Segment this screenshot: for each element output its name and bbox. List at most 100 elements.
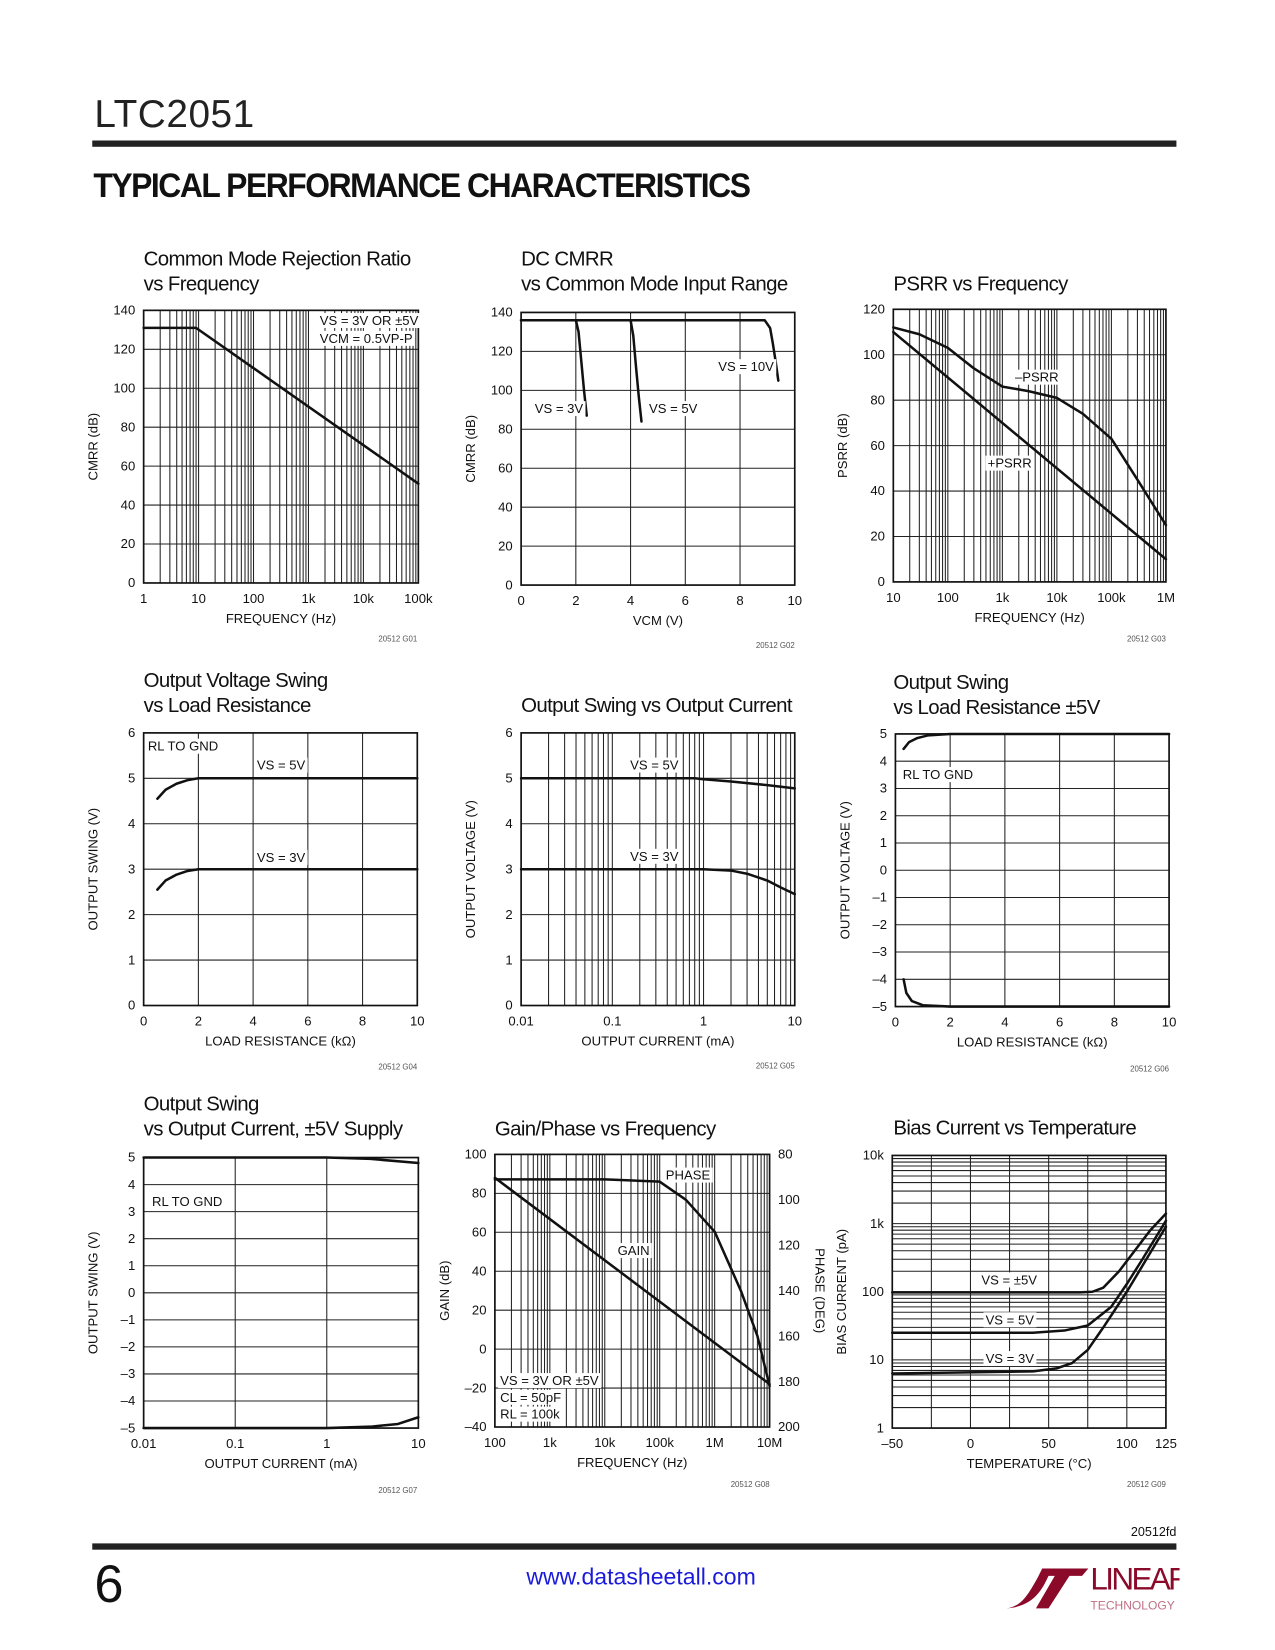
y2-tick-label: 80 [778, 1147, 793, 1162]
x-tick-label: 100 [1116, 1436, 1138, 1451]
x-axis-label: VCM (V) [633, 613, 683, 628]
y2-tick-label: 140 [778, 1283, 800, 1298]
series-line-1 [493, 1176, 771, 1386]
y-tick-label: 40 [498, 499, 513, 514]
annotation-background [145, 738, 221, 754]
annotation-background [983, 1312, 1037, 1328]
y-tick-label: 1 [128, 952, 135, 967]
y-tick-label: –2 [121, 1339, 136, 1354]
y-tick-label: –3 [872, 944, 887, 959]
y-tick-label: –5 [872, 999, 887, 1014]
x-tick-label: 1 [140, 591, 147, 606]
y-tick-label: 40 [472, 1263, 487, 1278]
annotation-label: CL = 50pF [500, 1390, 561, 1405]
annotation-background [317, 330, 415, 346]
x-tick-label: 0 [967, 1436, 974, 1451]
y2-tick-label: 180 [778, 1374, 800, 1389]
x-axis-label: OUTPUT CURRENT (mA) [581, 1033, 734, 1048]
figure-code: 20512 G06 [1130, 1065, 1170, 1074]
y2-axis-label: PHASE (DEG) [813, 1248, 828, 1333]
chart-title: vs Load Resistance [144, 694, 311, 717]
y-tick-label: 2 [505, 907, 512, 922]
y-axis-label: OUTPUT SWING (V) [86, 1231, 101, 1354]
series-line-1 [519, 777, 797, 790]
y-axis-label: OUTPUT VOLTAGE (V) [837, 801, 852, 939]
annotation-label: RL TO GND [903, 767, 973, 782]
x-tick-label: 10 [787, 1013, 802, 1028]
y-tick-label: –40 [465, 1419, 487, 1434]
y-tick-label: 3 [505, 861, 512, 876]
y-axis-label: GAIN (dB) [437, 1261, 452, 1321]
series-line-1 [902, 732, 1171, 751]
plot-frame [494, 1153, 771, 1428]
annotation-label: VCM = 0.5VP-P [320, 331, 413, 346]
x-tick-label: 8 [736, 593, 743, 608]
annotation-background [1012, 369, 1061, 385]
series-line-2 [493, 1178, 771, 1388]
footer-rule [92, 1543, 1177, 1550]
series-line-1 [891, 1212, 1168, 1294]
y2-tick-label: 100 [778, 1192, 800, 1207]
annotation-background [900, 767, 976, 783]
chart-title: PSRR vs Frequency [893, 272, 1069, 295]
x-tick-label: 0 [517, 593, 524, 608]
chart-title: Common Mode Rejection Ratio [144, 247, 411, 270]
series-line-2 [156, 867, 419, 891]
chart-title: DC CMRR [521, 247, 613, 270]
chart-title: Output Voltage Swing [144, 669, 328, 692]
chart-g07: Output Swing vs Output Current, ±5V Suppl… [86, 1092, 426, 1495]
document-id: 20512fd [1130, 1524, 1177, 1540]
chart-title: Gain/Phase vs Frequency [495, 1118, 717, 1141]
annotation-background [716, 359, 777, 375]
annotation-background [149, 1193, 225, 1209]
y-tick-label: 5 [880, 726, 887, 741]
y-tick-label: 60 [472, 1224, 487, 1239]
plot-frame [892, 308, 1167, 583]
annotation-label: GAIN [618, 1243, 650, 1258]
annotation-background [985, 455, 1034, 471]
figure-code: 20512 G07 [378, 1486, 417, 1495]
figure-code: 20512 G04 [378, 1062, 418, 1071]
y-tick-label: 5 [128, 1150, 135, 1165]
series-line-2 [519, 867, 797, 896]
x-tick-label: 100 [243, 591, 265, 606]
y-tick-label: 0 [128, 575, 135, 590]
x-tick-label: –50 [881, 1436, 903, 1451]
x-axis-label: LOAD RESISTANCE (kΩ) [957, 1034, 1108, 1049]
chart-title: Output Swing [144, 1092, 259, 1115]
x-tick-label: 1 [700, 1013, 707, 1028]
grid [143, 309, 419, 584]
y-tick-label: 60 [870, 438, 885, 453]
y-tick-label: 120 [863, 302, 885, 317]
website-link[interactable]: www.datasheetall.com [526, 1563, 756, 1590]
y-tick-label: 120 [491, 344, 513, 359]
header-rule [92, 140, 1177, 147]
y-tick-label: 1 [505, 952, 512, 967]
x-tick-label: 50 [1041, 1436, 1056, 1451]
y-tick-label: 10 [869, 1352, 884, 1367]
y-tick-label: 4 [505, 816, 512, 831]
annotation-label: +PSRR [988, 456, 1032, 471]
x-tick-label: 1k [543, 1435, 557, 1450]
y-tick-label: –1 [121, 1312, 136, 1327]
x-tick-label: 0.1 [603, 1013, 621, 1028]
annotation-label: VS = 5V [986, 1312, 1035, 1327]
x-tick-label: 8 [1111, 1014, 1118, 1029]
x-tick-label: 1k [995, 590, 1009, 605]
annotation-background [983, 1351, 1037, 1367]
series-line-1 [892, 326, 1168, 527]
y-tick-label: –5 [121, 1420, 136, 1435]
annotation-label: VS = 3V [257, 850, 306, 865]
x-tick-label: 100k [646, 1435, 675, 1450]
y-tick-label: 100 [113, 380, 135, 395]
figure-code: 20512 G09 [1127, 1480, 1166, 1489]
annotation-background [628, 757, 681, 773]
chart-g08: Gain/Phase vs Frequency 100 1k 10k 100k 1M 10M… [437, 1118, 828, 1489]
y-tick-label: –4 [872, 971, 887, 986]
annotation-background [615, 1243, 652, 1259]
x-tick-label: 0.1 [226, 1436, 244, 1451]
annotation-label: –PSRR [1015, 370, 1059, 385]
x-tick-label: 10 [410, 1013, 425, 1028]
x-tick-label: 8 [359, 1013, 366, 1028]
y-tick-label: 100 [862, 1284, 884, 1299]
